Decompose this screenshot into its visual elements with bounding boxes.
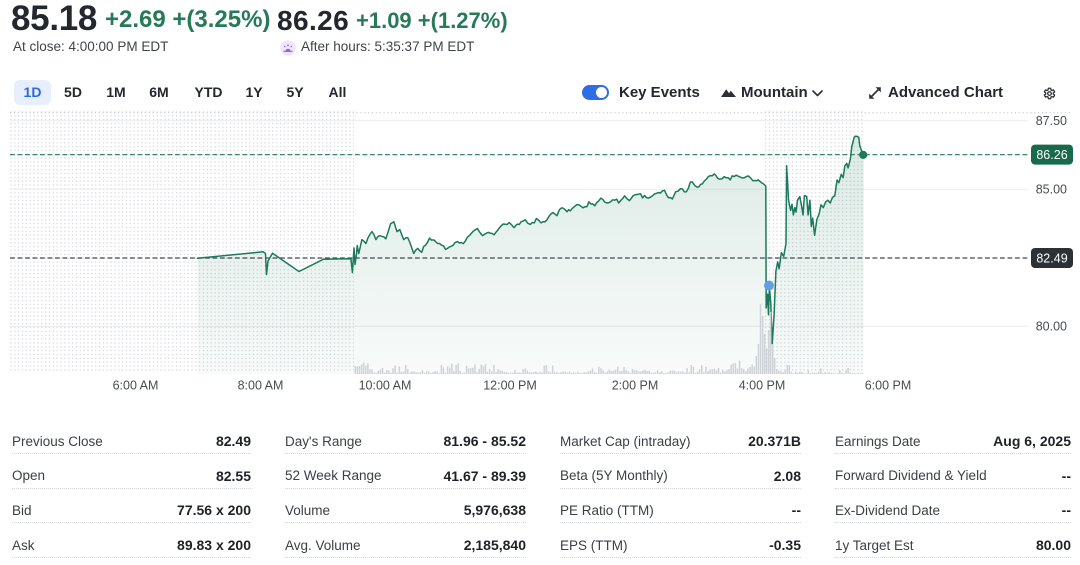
- svg-text:2:00 PM: 2:00 PM: [612, 379, 659, 393]
- svg-text:82.49: 82.49: [1036, 251, 1067, 265]
- svg-text:86.26: 86.26: [1036, 148, 1067, 162]
- svg-text:8:00 AM: 8:00 AM: [238, 379, 284, 393]
- svg-text:80.00: 80.00: [1036, 320, 1067, 334]
- svg-text:10:00 AM: 10:00 AM: [359, 379, 412, 393]
- svg-text:6:00 AM: 6:00 AM: [113, 379, 159, 393]
- svg-text:85.00: 85.00: [1036, 183, 1067, 197]
- svg-text:6:00 PM: 6:00 PM: [865, 379, 912, 393]
- svg-text:12:00 PM: 12:00 PM: [483, 379, 537, 393]
- svg-text:4:00 PM: 4:00 PM: [739, 379, 786, 393]
- svg-text:87.50: 87.50: [1036, 114, 1067, 128]
